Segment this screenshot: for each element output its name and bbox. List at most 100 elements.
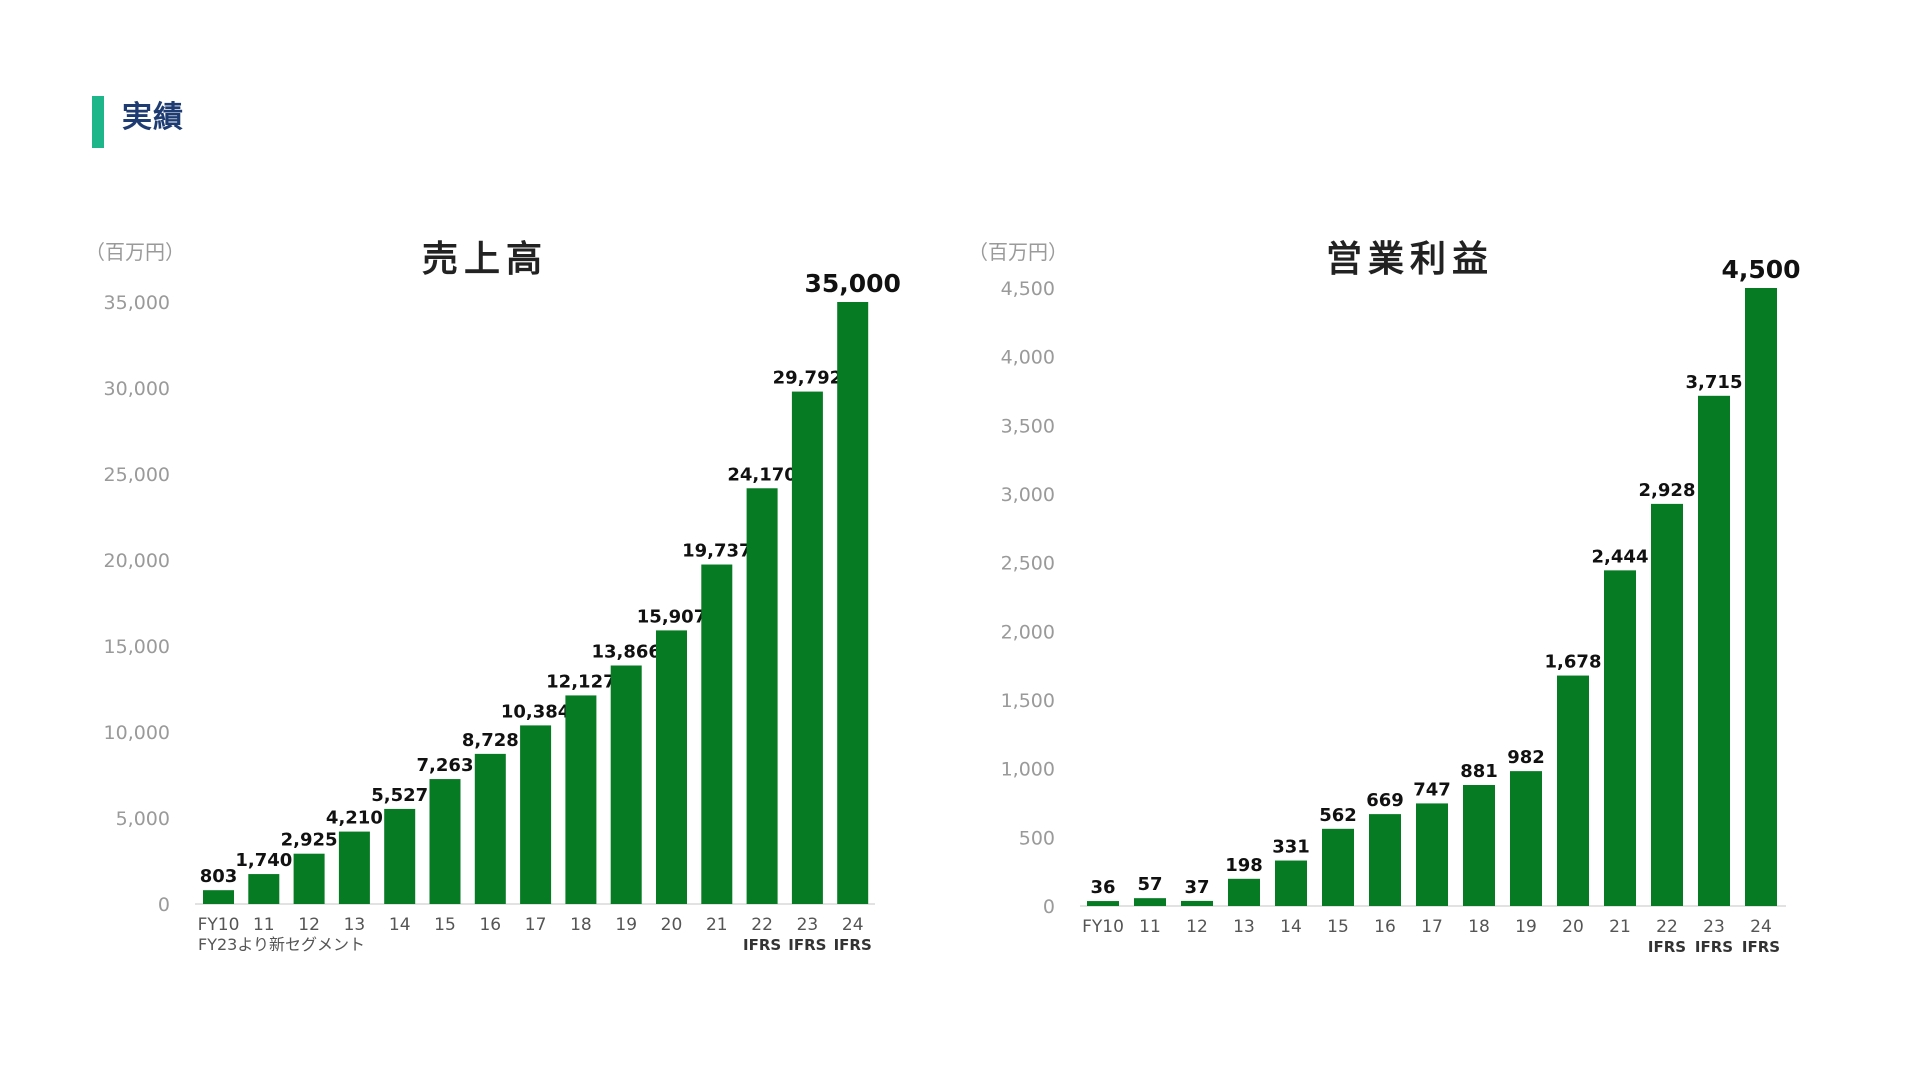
bar	[1275, 860, 1307, 906]
x-tick-label: 13	[1233, 917, 1255, 937]
x-tick-label: 14	[389, 915, 411, 935]
y-tick-label: 10,000	[104, 722, 170, 744]
data-label: 19,737	[682, 541, 751, 562]
y-tick-label: 1,000	[1001, 759, 1055, 781]
chart-title: 営業利益	[1326, 239, 1494, 280]
bar	[248, 874, 280, 904]
y-tick-label: 0	[1043, 896, 1055, 918]
x-tick-label: FY10	[198, 915, 240, 935]
x-tick-label: 20	[661, 915, 683, 935]
data-label: 881	[1460, 761, 1498, 782]
y-tick-label: 30,000	[104, 378, 170, 400]
data-label: 15,907	[637, 606, 706, 627]
x-tick-label: 16	[1374, 917, 1396, 937]
y-tick-label: 0	[158, 894, 170, 916]
bar	[1463, 785, 1495, 906]
bar	[203, 890, 234, 904]
y-tick-label: 4,000	[1001, 347, 1055, 369]
data-label: 4,500	[1721, 255, 1800, 284]
bar	[701, 564, 733, 904]
data-label: 4,210	[326, 808, 383, 829]
data-label: 36	[1090, 877, 1115, 898]
bar	[746, 488, 778, 904]
y-tick-label: 2,000	[1001, 621, 1055, 643]
y-tick-label: 3,000	[1001, 484, 1055, 506]
data-label: 7,263	[417, 755, 474, 776]
y-tick-label: 25,000	[104, 464, 170, 486]
x-tick-label: 15	[434, 915, 456, 935]
y-tick-label: 5,000	[116, 808, 170, 830]
data-label: 3,715	[1686, 372, 1743, 393]
x-tick-label: 13	[344, 915, 366, 935]
x-tick-label: 17	[525, 915, 547, 935]
data-label: 982	[1507, 747, 1545, 768]
x-tick-label: 24	[1750, 917, 1772, 937]
data-label: 5,527	[371, 785, 428, 806]
data-label: 1,678	[1545, 652, 1602, 673]
bar	[338, 831, 370, 904]
bar	[1228, 878, 1260, 906]
data-label: 331	[1272, 837, 1310, 858]
ifrs-note: IFRS	[1648, 938, 1686, 956]
x-tick-label: 23	[797, 915, 819, 935]
x-tick-label: 19	[615, 915, 637, 935]
bar	[1087, 901, 1119, 906]
ifrs-note: IFRS	[743, 936, 781, 954]
y-tick-label: 4,500	[1001, 278, 1055, 300]
ifrs-note: IFRS	[834, 936, 872, 954]
ifrs-note: IFRS	[788, 936, 826, 954]
data-label: 803	[200, 866, 238, 887]
ifrs-note: IFRS	[1742, 938, 1780, 956]
unit-label: （百万円）	[968, 240, 1068, 264]
x-tick-label: 22	[751, 915, 773, 935]
data-label: 57	[1137, 874, 1162, 895]
bar	[610, 665, 642, 904]
bar	[429, 779, 461, 904]
data-label: 669	[1366, 790, 1404, 811]
x-tick-label: 12	[298, 915, 320, 935]
data-label: 198	[1225, 855, 1263, 876]
x-tick-label: FY10	[1082, 917, 1124, 937]
data-label: 35,000	[804, 269, 900, 298]
ifrs-note: IFRS	[1695, 938, 1733, 956]
x-tick-label: 18	[1468, 917, 1490, 937]
bar	[656, 630, 687, 904]
bar	[1369, 814, 1401, 906]
bar	[1181, 900, 1213, 906]
x-tick-label: 12	[1186, 917, 1208, 937]
data-label: 2,444	[1592, 546, 1649, 567]
bar	[293, 853, 325, 904]
y-tick-label: 2,500	[1001, 553, 1055, 575]
bar	[1134, 898, 1166, 906]
x-tick-label: 20	[1562, 917, 1584, 937]
data-label: 747	[1413, 779, 1451, 800]
data-label: 13,866	[591, 642, 660, 663]
x-tick-label: 19	[1515, 917, 1537, 937]
bar	[1322, 828, 1354, 906]
x-tick-label: 11	[1139, 917, 1161, 937]
x-tick-label: 22	[1656, 917, 1678, 937]
bar	[1745, 288, 1777, 906]
data-label: 10,384	[501, 701, 570, 722]
y-tick-label: 35,000	[104, 292, 170, 314]
bar	[1510, 771, 1542, 906]
x-tick-label: 11	[253, 915, 275, 935]
y-tick-label: 15,000	[104, 636, 170, 658]
x-tick-label: 21	[706, 915, 728, 935]
data-label: 24,170	[727, 464, 796, 485]
data-label: 562	[1319, 805, 1357, 826]
y-tick-label: 20,000	[104, 550, 170, 572]
x-tick-label: 14	[1280, 917, 1302, 937]
bar	[1604, 570, 1636, 906]
bar	[474, 753, 506, 904]
title-accent-bar	[92, 96, 104, 148]
x-tick-label: 17	[1421, 917, 1443, 937]
bar	[837, 302, 869, 904]
x-tick-label: 15	[1327, 917, 1349, 937]
bar	[1557, 675, 1589, 906]
page-title: 実績	[122, 100, 184, 135]
data-label: 2,925	[281, 830, 338, 851]
segment-note: FY23より新セグメント	[198, 935, 365, 954]
